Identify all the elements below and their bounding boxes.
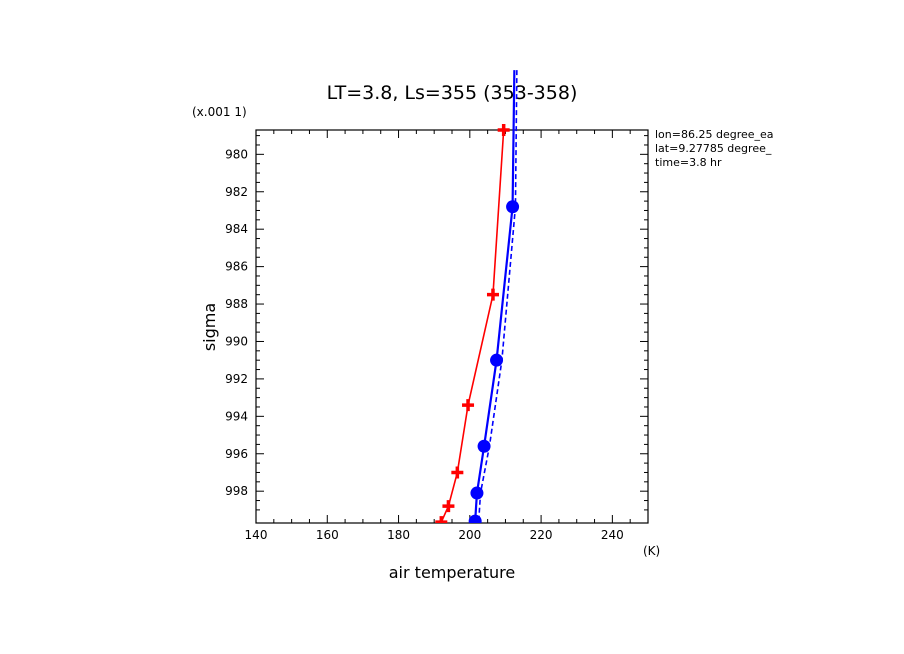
y-tick-label: 988: [225, 297, 248, 311]
x-axis-label: air temperature: [389, 563, 515, 582]
y-tick-label: 982: [225, 185, 248, 199]
y-tick-label: 984: [225, 222, 248, 236]
data-point-circle: [477, 439, 491, 453]
data-point-plus: [497, 124, 510, 136]
y-tick-label: 980: [225, 147, 248, 161]
series-line-0: [440, 129, 505, 523]
x-tick-label: 180: [387, 528, 410, 542]
series-layer: [435, 70, 520, 523]
x-tick-label: 160: [316, 528, 339, 542]
info-line-2: lat=9.27785 degree_: [655, 142, 772, 155]
x-unit-label: (K): [643, 544, 660, 558]
ticks-layer: 140 160 180 200 220 240 980 982 984 986 988 990 992 9…: [225, 130, 649, 542]
data-point-plus: [462, 399, 475, 412]
y-tick-label: 986: [225, 260, 248, 274]
x-tick-label: 140: [245, 528, 268, 542]
y-tick-label: 994: [225, 409, 248, 423]
info-line-1: lon=86.25 degree_ea: [655, 128, 774, 141]
series-line-2: [477, 70, 518, 522]
y-axis-label: sigma: [200, 303, 219, 351]
x-tick-label: 240: [601, 528, 624, 542]
data-point-circle: [490, 353, 504, 367]
y-tick-label: 990: [225, 334, 248, 348]
y-scale-note: (x.001 1): [192, 105, 247, 119]
info-line-3: time=3.8 hr: [655, 156, 722, 169]
data-point-plus: [451, 466, 464, 479]
data-point-plus: [442, 500, 455, 513]
y-tick-label: 996: [225, 447, 248, 461]
x-tick-label: 200: [458, 528, 481, 542]
x-tick-label: 220: [530, 528, 553, 542]
data-point-plus: [486, 288, 499, 301]
data-point-plus: [435, 516, 448, 523]
y-tick-label: 998: [225, 484, 248, 498]
data-point-circle: [506, 200, 520, 214]
plot-frame: [255, 129, 649, 524]
y-tick-label: 992: [225, 372, 248, 386]
chart-title: LT=3.8, Ls=355 (353-358): [327, 82, 578, 104]
